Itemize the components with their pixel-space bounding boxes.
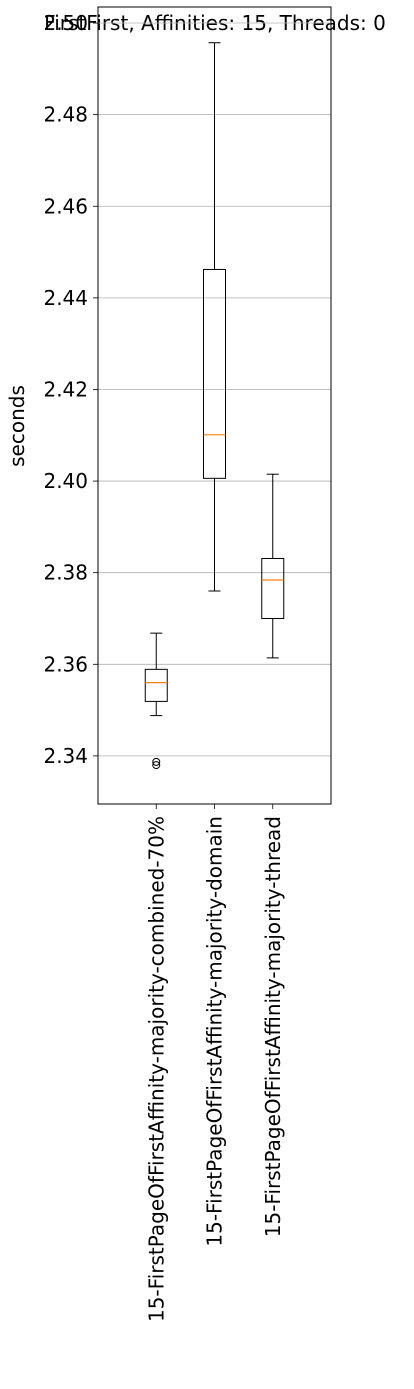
- box-plot-item: [144, 632, 168, 770]
- outlier-point: [152, 757, 161, 766]
- y-tick-label: 2.42: [43, 377, 88, 401]
- x-tick-label: 15-FirstPageOfFirstAffinity-majority-com…: [144, 816, 168, 1322]
- y-tick-label: 2.48: [43, 103, 88, 127]
- y-tick-label: 2.44: [43, 286, 88, 310]
- y-axis: 2.34 2.36 2.38 2.40 2.42 2.44 2.46 2.48 2.50: [43, 11, 98, 768]
- x-tick-label: 15-FirstPageOfFirstAffinity-majority-thr…: [261, 816, 285, 1237]
- box-iqr: [203, 268, 226, 479]
- y-tick-label: 2.50: [43, 11, 88, 35]
- box-plot-item: [203, 42, 226, 592]
- y-tick-label: 2.34: [43, 744, 88, 768]
- box-iqr: [261, 557, 285, 619]
- outlier-point: [152, 761, 161, 770]
- y-tick-label: 2.38: [43, 561, 88, 585]
- boxes: [144, 42, 285, 770]
- y-tick-label: 2.36: [43, 652, 88, 676]
- x-axis: 15-FirstPageOfFirstAffinity-majority-com…: [144, 804, 285, 1322]
- y-tick-label: 2.40: [43, 469, 88, 493]
- box-iqr: [144, 668, 168, 702]
- box-plot-item: [261, 473, 285, 659]
- x-tick-label: 15-FirstPageOfFirstAffinity-majority-dom…: [203, 816, 227, 1247]
- y-tick-label: 2.46: [43, 194, 88, 218]
- y-axis-label: seconds: [5, 385, 29, 467]
